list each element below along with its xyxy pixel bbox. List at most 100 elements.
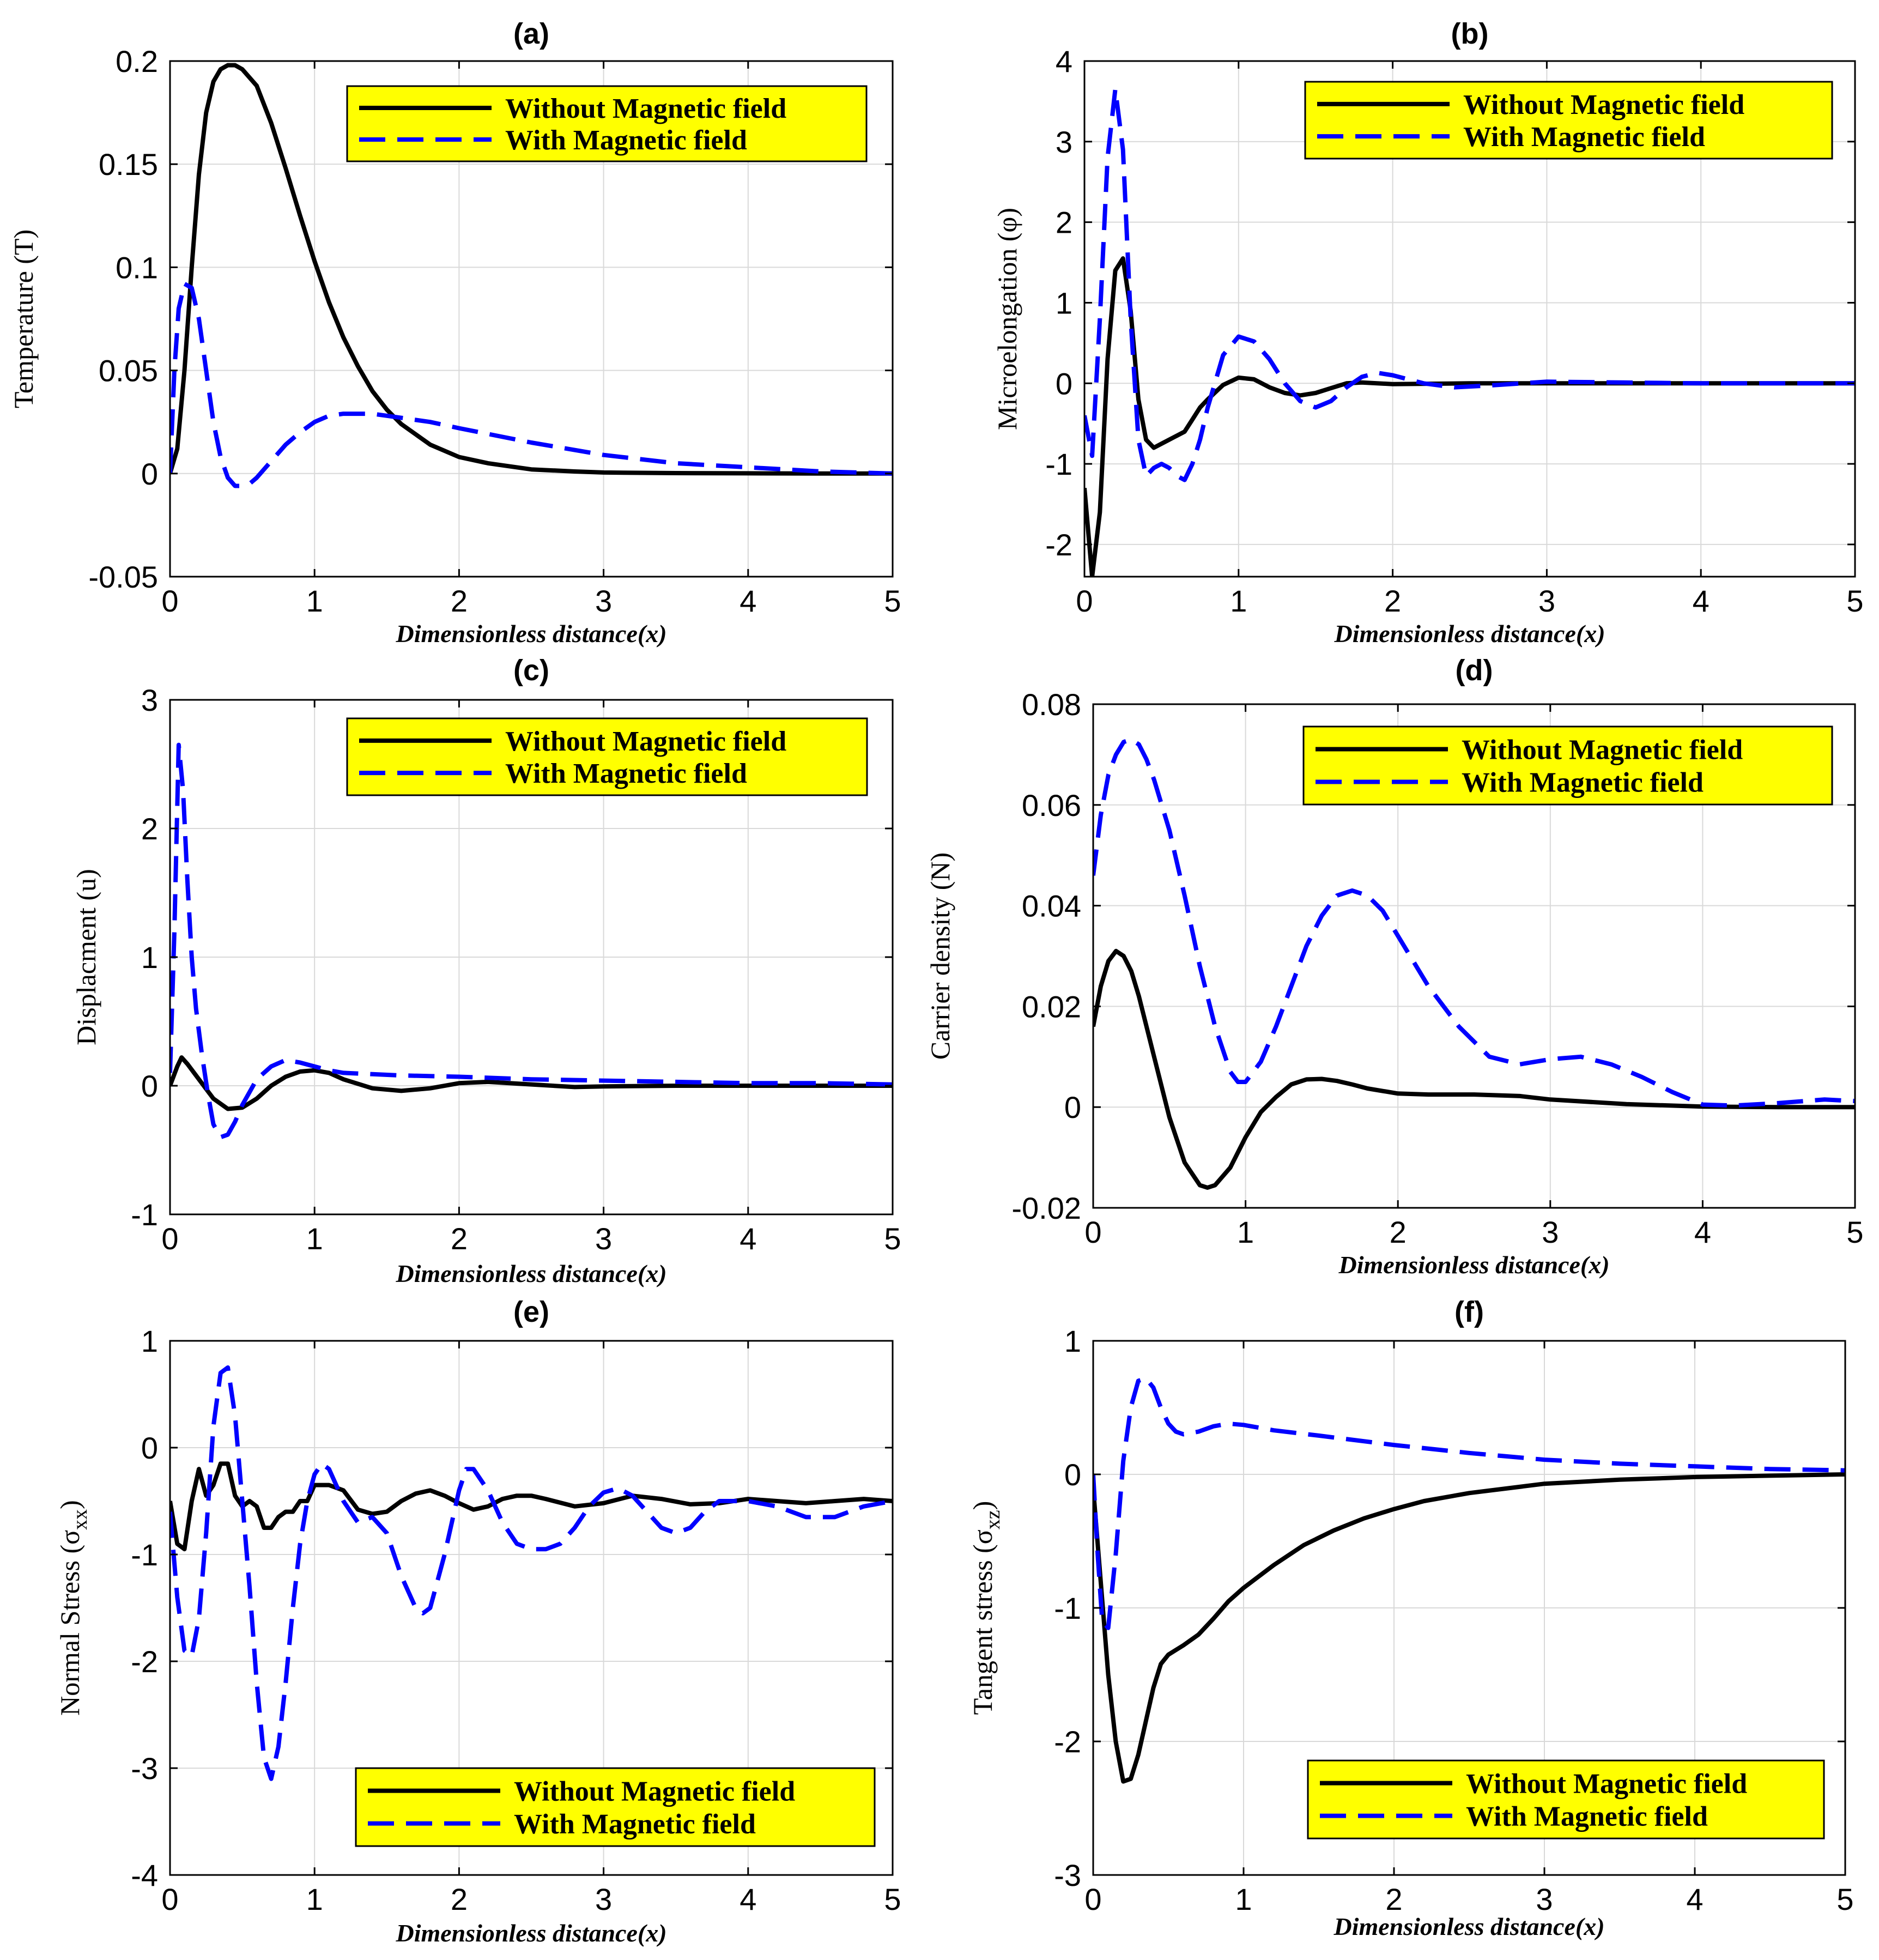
legend-box: [346, 85, 868, 162]
y-tick-label: -0.02: [1011, 1191, 1081, 1225]
x-tick-label: 2: [1390, 1215, 1407, 1249]
x-tick-label: 1: [1237, 1215, 1254, 1249]
x-axis-label: Dimensionless distance(x): [1334, 620, 1605, 648]
chart-panel-3: 0 1 2 3 4 5-0.0200.020.040.060.08(d)Dimension…: [925, 654, 1864, 1279]
series-line-with-magnetic-field: [1084, 87, 1855, 482]
x-tick-label: 0: [1084, 1215, 1101, 1249]
x-tick-label: 4: [740, 1221, 756, 1256]
legend-label: Without Magnetic field: [1462, 734, 1743, 765]
plot-frame: [1092, 703, 1856, 1209]
x-tick-label: 4: [1693, 584, 1710, 618]
legend-box: [1307, 1759, 1825, 1840]
x-tick-label: 5: [884, 584, 901, 618]
legend-box: [355, 1767, 876, 1847]
legend-label: With Magnetic field: [514, 1809, 756, 1840]
chart-panel-4: 0 1 2 3 4 5 -4 -3 -2 -1 0 1 (e) Dimensionless distanc…: [54, 1296, 901, 1947]
series-line-with-magnetic-field: [170, 281, 893, 488]
y-tick-label: 1: [1056, 286, 1072, 320]
series-line-without-magnetic-field: [170, 63, 893, 476]
series-line-with-magnetic-field: [170, 1365, 893, 1781]
y-tick-label: -2: [131, 1644, 158, 1679]
y-axis-label: Tangent stress (σxz): [967, 1501, 1004, 1715]
series-line-without-magnetic-field: [1093, 1472, 1845, 1784]
y-tick-label: -3: [131, 1751, 158, 1786]
y-axis-label: Normal Stress (σxx): [54, 1500, 92, 1715]
y-tick-label: -3: [1054, 1858, 1081, 1892]
y-tick-label: 1: [141, 1324, 158, 1358]
legend-label: Without Magnetic field: [505, 93, 786, 124]
x-tick-label: 1: [306, 584, 323, 618]
x-tick-label: 3: [1542, 1215, 1559, 1249]
x-tick-label: 5: [1846, 1215, 1863, 1249]
x-tick-label: 2: [451, 1221, 468, 1256]
x-tick-label: 3: [595, 1221, 612, 1256]
series-line-without-magnetic-field: [1093, 948, 1855, 1190]
y-tick-label: 1: [141, 940, 158, 975]
y-axis-label: Carrier density (N): [925, 852, 955, 1060]
panel-title: (e): [513, 1296, 549, 1328]
x-tick-label: 4: [1686, 1882, 1703, 1916]
y-tick-label: 0.1: [116, 250, 158, 285]
x-tick-label: 0: [161, 1882, 178, 1916]
chart-panel-1: 0 1 2 3 4 5 -2 -1 0 1 2 3 4 (b) Dimensionless distance…: [992, 17, 1864, 648]
y-tick-label: 2: [1056, 205, 1072, 240]
x-tick-label: 2: [451, 1882, 468, 1916]
y-axis-label: Microelongation (φ): [992, 208, 1022, 430]
panel-title: (b): [1451, 17, 1489, 50]
x-tick-label: 1: [1235, 1882, 1252, 1916]
series-line-without-magnetic-field: [170, 1055, 893, 1111]
legend-label: Without Magnetic field: [1463, 89, 1744, 120]
y-tick-label: 0: [1064, 1090, 1081, 1124]
legend-label: Without Magnetic field: [1466, 1768, 1747, 1799]
plot-frame: [1083, 60, 1856, 578]
y-tick-label: 0: [141, 1431, 158, 1465]
y-tick-label: -1: [131, 1538, 158, 1572]
x-tick-label: 1: [306, 1221, 323, 1256]
series-line-with-magnetic-field: [1093, 1376, 1845, 1630]
x-tick-label: 2: [1385, 1882, 1402, 1916]
legend-label: With Magnetic field: [1466, 1801, 1708, 1832]
legend-label: With Magnetic field: [1462, 767, 1704, 798]
x-tick-label: 0: [161, 584, 178, 618]
plot-frame: [169, 60, 894, 578]
y-tick-label: 3: [141, 683, 158, 717]
y-tick-label: 0.04: [1022, 889, 1081, 923]
y-tick-label: -0.05: [88, 560, 158, 594]
y-axis-label: Displacment (u): [71, 869, 101, 1045]
y-tick-label: 0: [1064, 1457, 1081, 1492]
series-line-without-magnetic-field: [170, 1461, 893, 1552]
chart-panel-5: 0 1 2 3 4 5 -3 -2 -1 0 1 (f) Dimensionless distance(…: [967, 1296, 1854, 1940]
y-axis-label: Temperature (T): [8, 229, 39, 408]
legend-box: [1302, 725, 1833, 806]
x-axis-label: Dimensionless distance(x): [395, 1919, 666, 1947]
y-tick-label: -1: [1045, 447, 1072, 481]
x-tick-label: 2: [451, 584, 468, 618]
legend-label: Without Magnetic field: [514, 1776, 795, 1807]
x-axis-label: Dimensionless distance(x): [1338, 1251, 1609, 1279]
x-tick-label: 0: [1076, 584, 1093, 618]
y-tick-label: -1: [131, 1197, 158, 1232]
x-tick-label: 4: [1694, 1215, 1711, 1249]
legend-label: With Magnetic field: [505, 125, 747, 156]
y-tick-label: 0.02: [1022, 989, 1081, 1024]
panel-title: (c): [513, 654, 549, 687]
x-tick-label: 1: [306, 1882, 323, 1916]
x-tick-label: 5: [1846, 584, 1863, 618]
y-tick-label: 0.2: [116, 44, 158, 78]
chart-panel-0: 0 1 2 3 4 5-0.0500.050.10.150.2(a)Dimensionle…: [8, 17, 901, 648]
x-axis-label: Dimensionless distance(x): [1333, 1913, 1604, 1940]
legend-box: [1304, 81, 1833, 160]
legend-label: Without Magnetic field: [505, 726, 786, 757]
x-tick-label: 5: [884, 1882, 901, 1916]
y-tick-label: 0.05: [99, 354, 158, 388]
x-tick-label: 5: [884, 1221, 901, 1256]
y-tick-label: 0: [1056, 366, 1072, 401]
y-tick-label: 1: [1064, 1324, 1081, 1358]
legend-box: [346, 717, 868, 796]
x-tick-label: 0: [1084, 1882, 1101, 1916]
legend-label: With Magnetic field: [505, 758, 747, 789]
